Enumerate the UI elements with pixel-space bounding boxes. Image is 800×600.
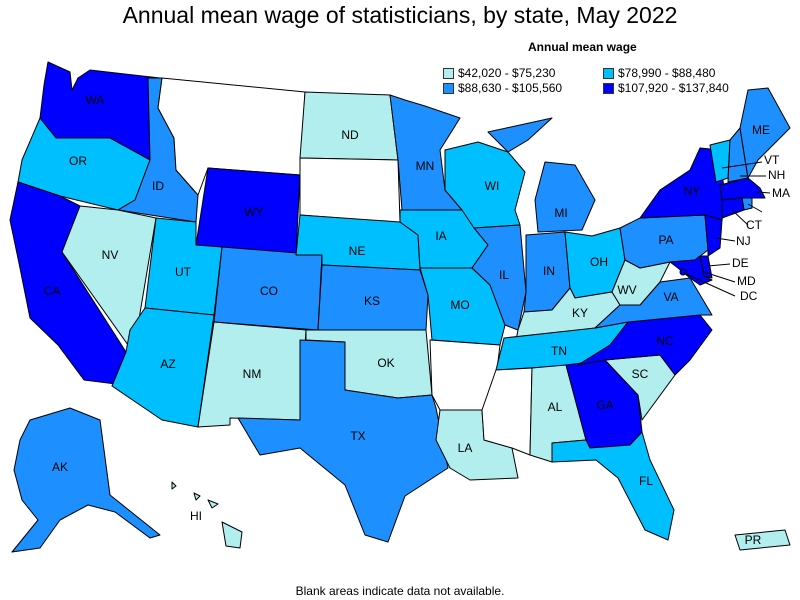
- label-TX: TX: [350, 429, 365, 443]
- legend-item-1: $42,020 - $75,230: [443, 66, 555, 80]
- state-MA[interactable]: [719, 177, 766, 201]
- label-AZ: AZ: [160, 357, 175, 371]
- state-FL[interactable]: [551, 431, 675, 541]
- legend-swatch-1: [443, 67, 454, 79]
- label-PR: PR: [745, 533, 762, 547]
- label-NM: NM: [243, 367, 262, 381]
- legend-swatch-4: [603, 82, 614, 94]
- label-TN: TN: [551, 344, 567, 358]
- label-VA: VA: [663, 290, 678, 304]
- state-SD[interactable]: [299, 157, 401, 223]
- label-OR: OR: [69, 154, 87, 168]
- label-CO: CO: [260, 284, 278, 298]
- map-title: Annual mean wage of statisticians, by st…: [122, 2, 678, 28]
- state-MI[interactable]: [487, 117, 596, 233]
- label-IL: IL: [499, 268, 509, 282]
- state-ND[interactable]: [299, 91, 399, 161]
- label-ME: ME: [752, 123, 770, 137]
- label-VT: VT: [764, 153, 780, 167]
- label-NY: NY: [684, 184, 701, 198]
- state-WI[interactable]: [444, 141, 526, 229]
- leader-lines: [683, 161, 771, 297]
- label-NV: NV: [102, 248, 119, 262]
- label-MI: MI: [554, 206, 567, 220]
- label-OK: OK: [377, 356, 394, 370]
- label-GA: GA: [596, 398, 613, 412]
- label-AL: AL: [548, 400, 563, 414]
- state-AK[interactable]: [11, 407, 161, 553]
- label-HI: HI: [190, 509, 202, 523]
- label-IN: IN: [543, 264, 555, 278]
- label-KS: KS: [364, 294, 380, 308]
- label-MO: MO: [450, 298, 469, 312]
- label-DC: DC: [740, 289, 758, 303]
- legend-item-3: $88,630 - $105,560: [443, 81, 562, 95]
- label-WA: WA: [86, 93, 105, 107]
- label-MD: MD: [737, 274, 756, 288]
- label-OH: OH: [590, 255, 608, 269]
- state-DC[interactable]: [679, 268, 687, 276]
- legend-swatch-3: [443, 82, 454, 94]
- label-NC: NC: [656, 334, 674, 348]
- label-WV: WV: [617, 283, 636, 297]
- label-LA: LA: [458, 441, 473, 455]
- legend-title: Annual mean wage: [528, 40, 637, 54]
- label-MA: MA: [772, 186, 790, 200]
- state-CA[interactable]: [9, 181, 127, 385]
- footnote: Blank areas indicate data not available.: [295, 584, 505, 598]
- legend-item-4: $107,920 - $137,840: [603, 81, 729, 95]
- state-labels: WA OR CA ID NV WY UT AZ CO NM ND NE KS O…: [44, 93, 790, 547]
- label-PA: PA: [658, 233, 673, 247]
- legend-swatch-2: [603, 67, 614, 79]
- state-CT[interactable]: [721, 197, 745, 219]
- state-KS[interactable]: [317, 264, 429, 331]
- legend-label-3: $88,630 - $105,560: [458, 81, 563, 95]
- legend-label-1: $42,020 - $75,230: [458, 66, 556, 80]
- state-MN[interactable]: [389, 94, 463, 211]
- state-IL[interactable]: [471, 224, 527, 331]
- label-MN: MN: [416, 159, 435, 173]
- state-NC[interactable]: [577, 314, 713, 376]
- label-DE: DE: [732, 256, 749, 270]
- label-NE: NE: [349, 244, 366, 258]
- label-UT: UT: [175, 265, 192, 279]
- label-AK: AK: [52, 460, 68, 474]
- label-IA: IA: [435, 229, 446, 243]
- label-ID: ID: [152, 179, 164, 193]
- label-FL: FL: [639, 474, 653, 488]
- label-SC: SC: [632, 367, 649, 381]
- label-WI: WI: [485, 179, 500, 193]
- state-TX[interactable]: [237, 339, 449, 543]
- state-PR[interactable]: [734, 529, 791, 551]
- legend-item-2: $78,990 - $88,480: [603, 66, 715, 80]
- label-CT: CT: [746, 218, 763, 232]
- legend-label-2: $78,990 - $88,480: [618, 66, 716, 80]
- label-KY: KY: [572, 306, 588, 320]
- legend-label-4: $107,920 - $137,840: [618, 81, 729, 95]
- state-AZ[interactable]: [111, 307, 215, 428]
- label-ND: ND: [341, 128, 359, 142]
- label-CA: CA: [44, 284, 61, 298]
- label-NJ: NJ: [736, 234, 751, 248]
- state-NJ[interactable]: [704, 214, 723, 257]
- label-WY: WY: [244, 205, 263, 219]
- state-HI[interactable]: [171, 481, 243, 549]
- label-NH: NH: [768, 168, 785, 182]
